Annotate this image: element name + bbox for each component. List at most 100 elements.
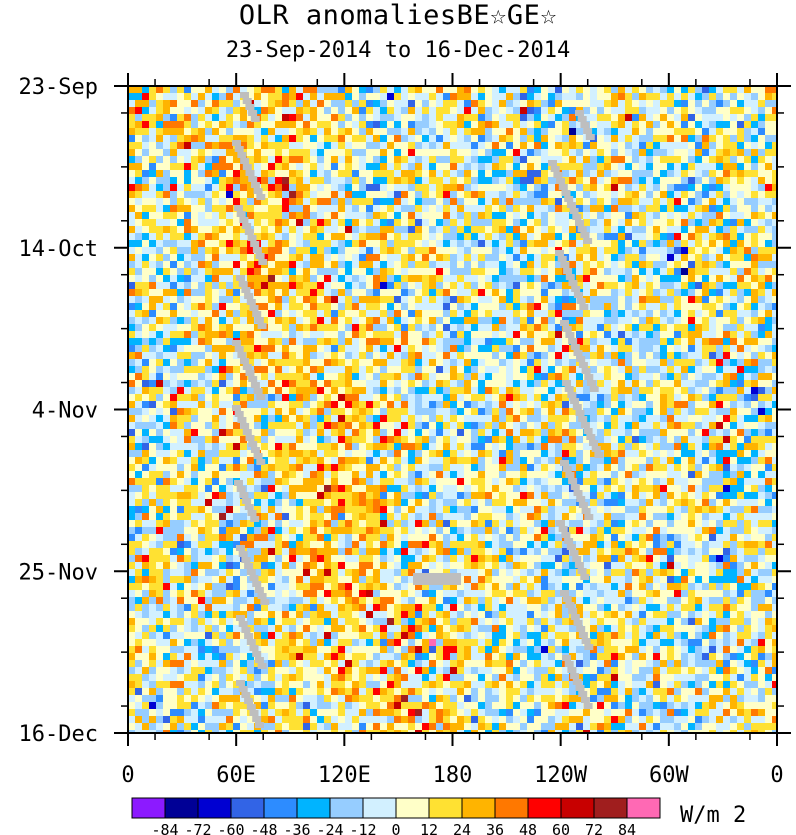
field-cell [394,275,402,283]
field-cell [261,422,269,430]
field-cell [639,415,647,423]
field-cell [569,184,577,192]
field-cell [317,436,325,444]
field-cell [380,436,388,444]
field-cell [597,338,605,346]
field-cell [219,289,227,297]
field-cell [254,359,262,367]
field-cell [450,289,458,297]
field-cell [520,212,528,220]
field-cell [618,443,626,451]
field-cell [282,128,290,136]
field-cell [170,303,178,311]
field-cell [744,345,752,353]
field-cell [282,219,290,227]
field-cell [541,156,549,164]
field-cell [331,457,339,465]
field-cell [212,275,220,283]
field-cell [716,156,724,164]
field-cell [345,240,353,248]
field-cell [653,163,661,171]
field-cell [569,373,577,381]
field-cell [177,149,185,157]
field-cell [275,415,283,423]
field-cell [695,107,703,115]
field-cell [359,450,367,458]
field-cell [716,198,724,206]
field-cell [275,366,283,374]
field-cell [506,429,514,437]
field-cell [478,275,486,283]
field-cell [247,247,255,255]
field-cell [737,436,745,444]
field-cell [226,373,234,381]
field-cell [261,198,269,206]
field-cell [254,331,262,339]
field-cell [555,275,563,283]
field-cell [751,450,759,458]
field-cell [212,366,220,374]
field-cell [688,394,696,402]
field-cell [233,163,241,171]
field-cell [331,296,339,304]
field-cell [282,268,290,276]
field-cell [653,408,661,416]
field-cell [541,128,549,136]
field-cell [492,142,500,150]
field-cell [310,387,318,395]
field-cell [443,310,451,318]
field-cell [604,415,612,423]
field-cell [716,345,724,353]
field-cell [338,345,346,353]
field-cell [156,114,164,122]
field-cell [345,282,353,290]
field-cell [261,268,269,276]
field-cell [247,324,255,332]
field-cell [373,380,381,388]
field-cell [653,394,661,402]
field-cell [723,324,731,332]
field-cell [520,107,528,115]
field-cell [667,275,675,283]
field-cell [576,429,584,437]
field-cell [310,240,318,248]
field-cell [499,303,507,311]
field-cell [646,345,654,353]
field-cell [583,345,591,353]
field-cell [443,345,451,353]
field-cell [450,205,458,213]
field-cell [443,156,451,164]
field-cell [464,387,472,395]
field-cell [464,450,472,458]
field-cell [765,233,773,241]
field-cell [429,135,437,143]
field-cell [191,268,199,276]
field-cell [240,107,248,115]
field-cell [499,450,507,458]
field-cell [485,387,493,395]
field-cell [198,233,206,241]
field-cell [443,303,451,311]
field-cell [499,135,507,143]
field-cell [485,170,493,178]
field-cell [674,226,682,234]
field-cell [184,310,192,318]
field-cell [226,352,234,360]
field-cell [716,247,724,255]
field-cell [653,324,661,332]
field-cell [548,387,556,395]
field-cell [219,380,227,388]
field-cell [170,394,178,402]
field-cell [212,247,220,255]
field-cell [394,408,402,416]
field-cell [709,198,717,206]
field-cell [352,338,360,346]
field-cell [345,107,353,115]
field-cell [702,142,710,150]
field-cell [555,303,563,311]
field-cell [233,436,241,444]
field-cell [415,408,423,416]
field-cell [359,205,367,213]
field-cell [233,359,241,367]
field-cell [436,170,444,178]
